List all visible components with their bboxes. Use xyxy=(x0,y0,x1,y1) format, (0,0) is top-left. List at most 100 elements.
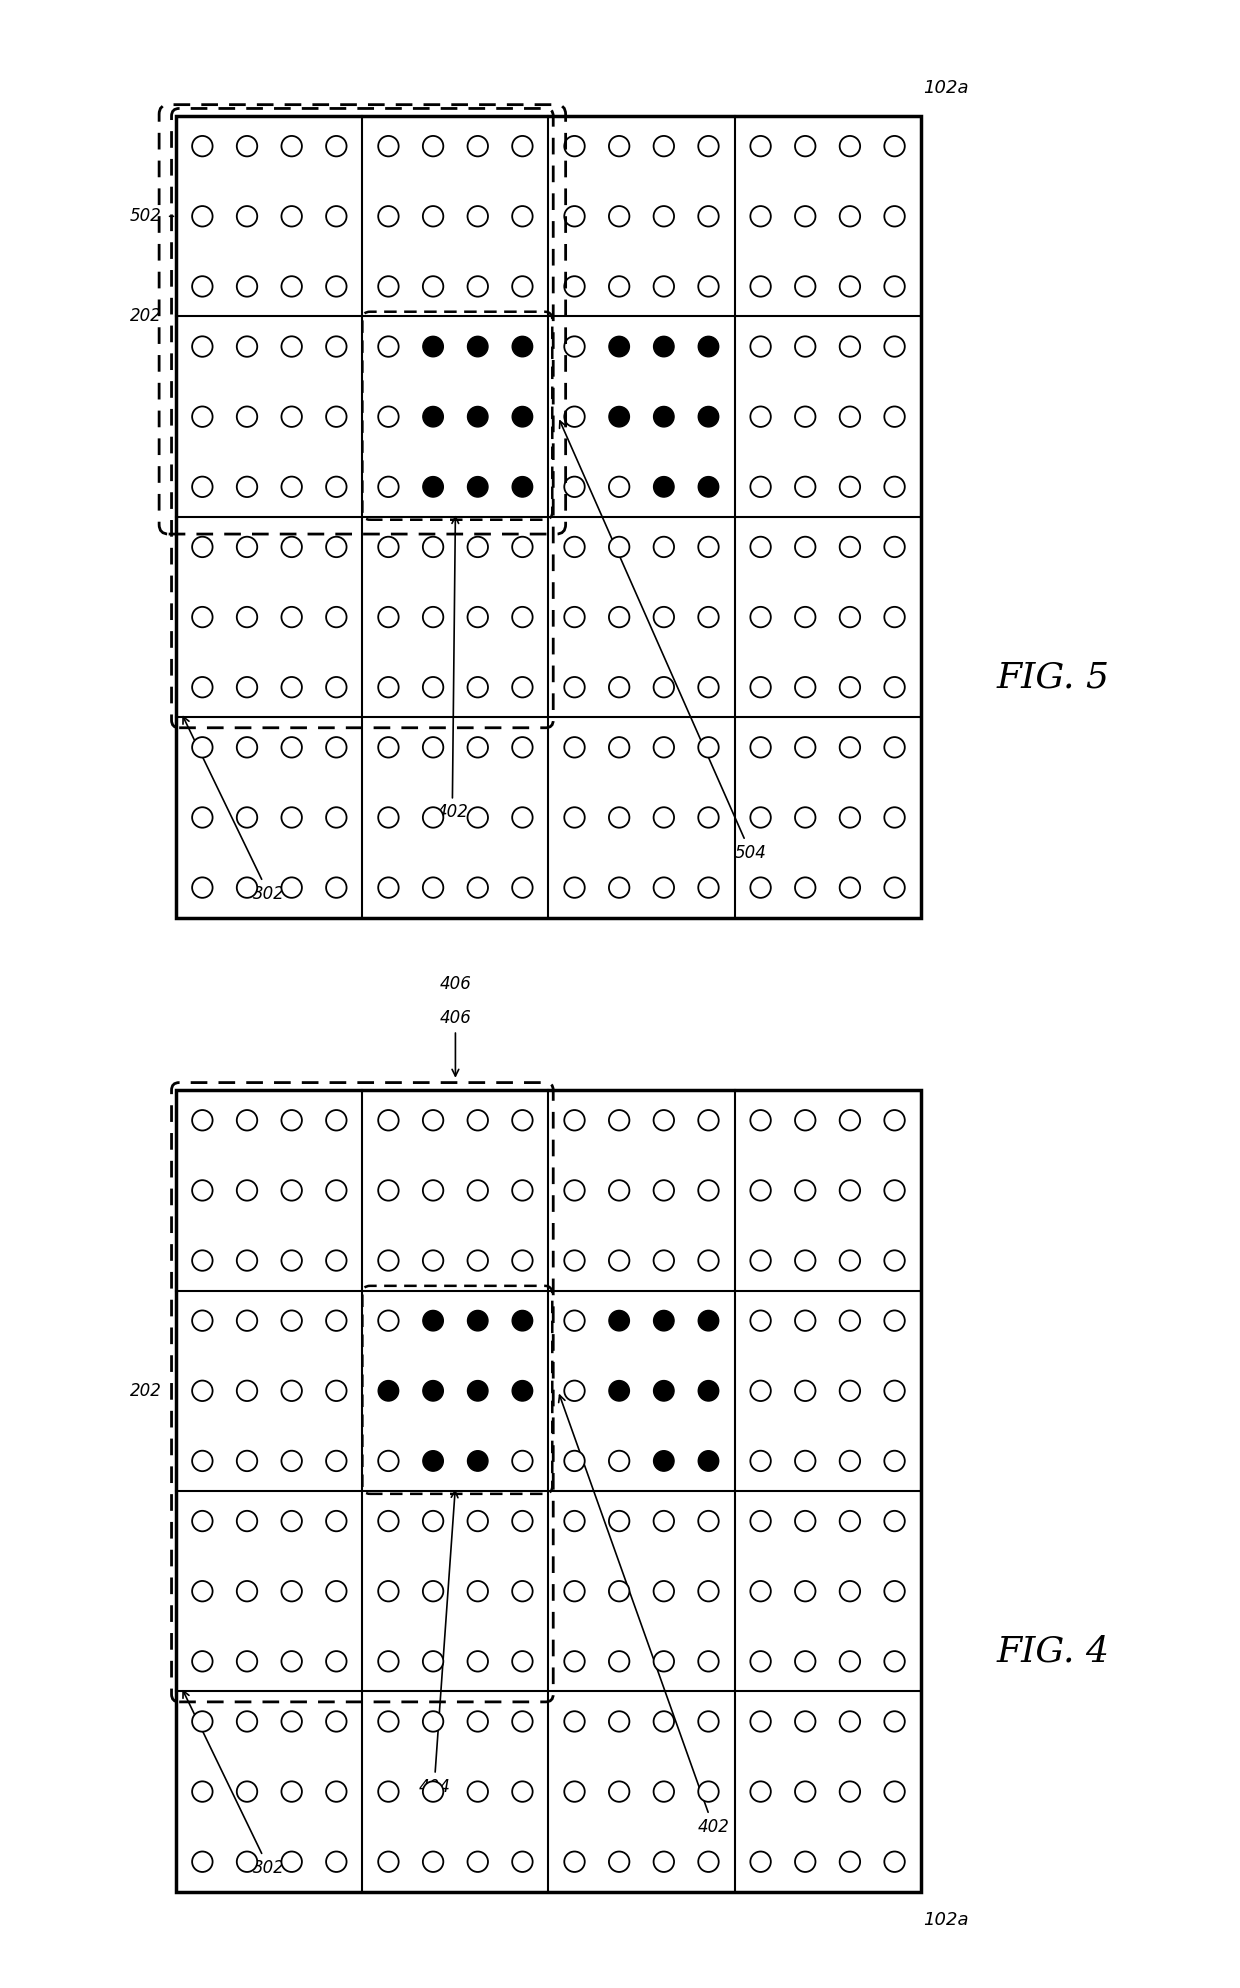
Circle shape xyxy=(512,406,533,427)
Circle shape xyxy=(750,807,771,827)
Circle shape xyxy=(795,807,816,827)
Circle shape xyxy=(423,135,444,157)
Circle shape xyxy=(467,1181,489,1201)
Circle shape xyxy=(192,1712,212,1732)
Circle shape xyxy=(378,807,399,827)
Circle shape xyxy=(884,1712,905,1732)
Circle shape xyxy=(839,537,861,557)
Circle shape xyxy=(378,606,399,628)
Circle shape xyxy=(237,207,257,227)
Circle shape xyxy=(467,738,489,757)
Circle shape xyxy=(795,1652,816,1672)
Circle shape xyxy=(884,135,905,157)
Circle shape xyxy=(512,877,533,899)
Circle shape xyxy=(378,336,399,356)
Circle shape xyxy=(512,738,533,757)
Circle shape xyxy=(839,1851,861,1873)
Circle shape xyxy=(564,1712,585,1732)
Circle shape xyxy=(750,1380,771,1402)
Circle shape xyxy=(609,1580,630,1602)
Circle shape xyxy=(192,276,212,296)
Circle shape xyxy=(839,1181,861,1201)
Circle shape xyxy=(281,678,301,698)
Circle shape xyxy=(795,1451,816,1471)
Circle shape xyxy=(653,1511,675,1531)
Text: 504: 504 xyxy=(559,421,766,861)
Circle shape xyxy=(564,1451,585,1471)
Circle shape xyxy=(839,477,861,497)
Circle shape xyxy=(564,1652,585,1672)
Circle shape xyxy=(326,1781,346,1801)
Circle shape xyxy=(698,135,719,157)
Circle shape xyxy=(839,336,861,356)
Circle shape xyxy=(192,807,212,827)
Circle shape xyxy=(564,1580,585,1602)
Circle shape xyxy=(698,1310,719,1330)
Circle shape xyxy=(653,207,675,227)
Circle shape xyxy=(467,135,489,157)
Circle shape xyxy=(698,606,719,628)
Text: FIG. 4: FIG. 4 xyxy=(997,1634,1110,1668)
Circle shape xyxy=(512,1109,533,1131)
Circle shape xyxy=(750,606,771,628)
Circle shape xyxy=(192,738,212,757)
Circle shape xyxy=(192,477,212,497)
Circle shape xyxy=(378,738,399,757)
Circle shape xyxy=(281,406,301,427)
Circle shape xyxy=(378,1380,399,1402)
Circle shape xyxy=(653,877,675,899)
Circle shape xyxy=(839,207,861,227)
Circle shape xyxy=(609,477,630,497)
Circle shape xyxy=(750,537,771,557)
Circle shape xyxy=(609,877,630,899)
Circle shape xyxy=(378,1451,399,1471)
Circle shape xyxy=(423,877,444,899)
Circle shape xyxy=(423,1310,444,1330)
Text: 202: 202 xyxy=(130,308,162,326)
Circle shape xyxy=(281,807,301,827)
Text: 502: 502 xyxy=(130,207,162,225)
Circle shape xyxy=(750,1851,771,1873)
Circle shape xyxy=(378,877,399,899)
Circle shape xyxy=(698,877,719,899)
Circle shape xyxy=(237,276,257,296)
Circle shape xyxy=(237,1109,257,1131)
Circle shape xyxy=(326,207,346,227)
Circle shape xyxy=(326,477,346,497)
Circle shape xyxy=(237,135,257,157)
Circle shape xyxy=(698,537,719,557)
Circle shape xyxy=(467,1451,489,1471)
Circle shape xyxy=(237,678,257,698)
Circle shape xyxy=(237,336,257,356)
Circle shape xyxy=(750,1511,771,1531)
Circle shape xyxy=(884,406,905,427)
Circle shape xyxy=(192,1781,212,1801)
Circle shape xyxy=(839,1451,861,1471)
Circle shape xyxy=(192,1310,212,1330)
Circle shape xyxy=(795,1109,816,1131)
Circle shape xyxy=(653,135,675,157)
Circle shape xyxy=(795,207,816,227)
Circle shape xyxy=(192,1109,212,1131)
Circle shape xyxy=(467,678,489,698)
Circle shape xyxy=(839,276,861,296)
Circle shape xyxy=(281,1109,301,1131)
Circle shape xyxy=(378,1652,399,1672)
Circle shape xyxy=(192,336,212,356)
Text: 102a: 102a xyxy=(923,1910,968,1928)
Circle shape xyxy=(237,1310,257,1330)
Circle shape xyxy=(750,336,771,356)
Circle shape xyxy=(237,1181,257,1201)
Circle shape xyxy=(326,537,346,557)
Circle shape xyxy=(839,135,861,157)
Circle shape xyxy=(192,678,212,698)
Circle shape xyxy=(884,336,905,356)
Circle shape xyxy=(378,1109,399,1131)
Circle shape xyxy=(378,276,399,296)
Circle shape xyxy=(467,1109,489,1131)
Circle shape xyxy=(653,477,675,497)
Circle shape xyxy=(326,1451,346,1471)
Circle shape xyxy=(564,477,585,497)
Circle shape xyxy=(653,1380,675,1402)
Circle shape xyxy=(423,1851,444,1873)
